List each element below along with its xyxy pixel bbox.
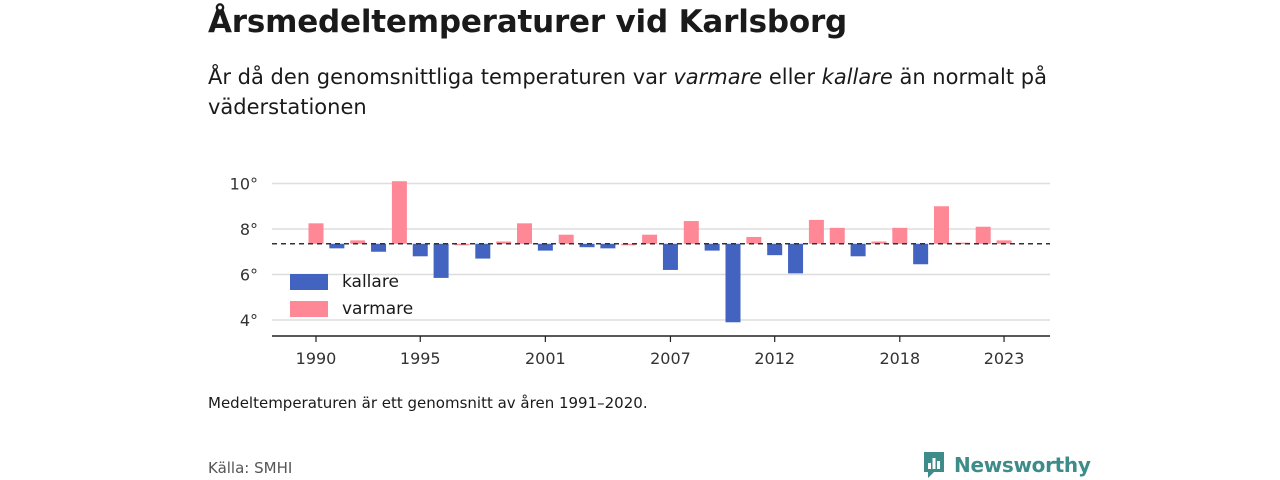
legend-label-warmer: varmare [342, 298, 414, 319]
bar-2002 [558, 234, 574, 244]
chart-legend: kallare varmare [290, 268, 413, 322]
bar-2016 [850, 243, 866, 257]
bar-2015 [829, 227, 845, 244]
bar-chart: 4° 6° 8° 10° 1990 1995 2001 2007 2012 2018 2023 [230, 175, 1050, 368]
newsworthy-logo-text: Newsworthy [954, 453, 1091, 477]
x-tick-label: 1990 [296, 349, 337, 368]
legend-item-colder: kallare [290, 268, 413, 295]
bar-1999 [496, 241, 512, 244]
bar-2020 [934, 206, 949, 244]
chart-title: Årsmedeltemperaturer vid Karlsborg [208, 4, 848, 40]
legend-swatch-warmer [290, 300, 328, 317]
bar-2003 [579, 243, 595, 248]
newsworthy-logo-icon [924, 452, 944, 478]
legend-label-colder: kallare [342, 271, 399, 292]
bar-2008 [683, 221, 699, 244]
bar-2013 [788, 243, 804, 274]
bar-2001 [537, 243, 553, 251]
bar-2017 [871, 241, 887, 244]
bar-2022 [975, 226, 991, 244]
bar-2009 [704, 243, 720, 251]
bar-1996 [433, 243, 449, 278]
bar-2010 [725, 243, 741, 323]
bar-1992 [350, 240, 366, 244]
subtitle-emphasis-colder: kallare [821, 65, 893, 89]
bar-2011 [746, 236, 762, 244]
newsworthy-logo[interactable]: Newsworthy [922, 450, 1091, 480]
legend-item-warmer: varmare [290, 295, 413, 322]
x-tick-label: 1995 [400, 349, 441, 368]
x-tick-label: 2001 [525, 349, 566, 368]
bar-2019 [913, 243, 929, 265]
subtitle-emphasis-warmer: varmare [673, 65, 763, 89]
chart-subtitle: År då den genomsnittliga temperaturen va… [208, 62, 1068, 122]
subtitle-text-middle: eller [762, 65, 822, 89]
footnote: Medeltemperaturen är ett genomsnitt av å… [208, 394, 648, 412]
y-tick-label: 4° [240, 311, 258, 330]
source-credit: Källa: SMHI [208, 459, 293, 477]
subtitle-text-start: År då den genomsnittliga temperaturen va… [208, 65, 674, 89]
x-tick-label: 2023 [984, 349, 1025, 368]
y-tick-label: 6° [240, 266, 258, 285]
legend-swatch-colder [290, 273, 328, 290]
y-tick-label: 10° [230, 175, 258, 194]
bar-1994 [391, 181, 407, 244]
x-tick-label: 2012 [754, 349, 795, 368]
y-tick-label: 8° [240, 220, 258, 239]
bar-1995 [412, 243, 428, 257]
bar-1991 [329, 243, 345, 249]
x-tick-label: 2007 [650, 349, 691, 368]
x-tick-label: 2018 [879, 349, 920, 368]
bar-2023 [996, 240, 1012, 244]
bar-1990 [308, 223, 324, 244]
bar-2004 [600, 243, 616, 249]
bar-2021 [954, 242, 970, 245]
bar-2012 [767, 243, 783, 256]
bar-2007 [662, 243, 678, 270]
subtitle-text-end: än normalt på väderstationen [208, 65, 1047, 119]
bar-2005 [621, 243, 637, 246]
bar-2018 [892, 227, 908, 244]
bar-1993 [371, 243, 387, 252]
bar-2006 [642, 234, 658, 244]
bar-2014 [808, 219, 824, 244]
bar-1998 [475, 243, 491, 259]
bar-2000 [517, 223, 532, 244]
